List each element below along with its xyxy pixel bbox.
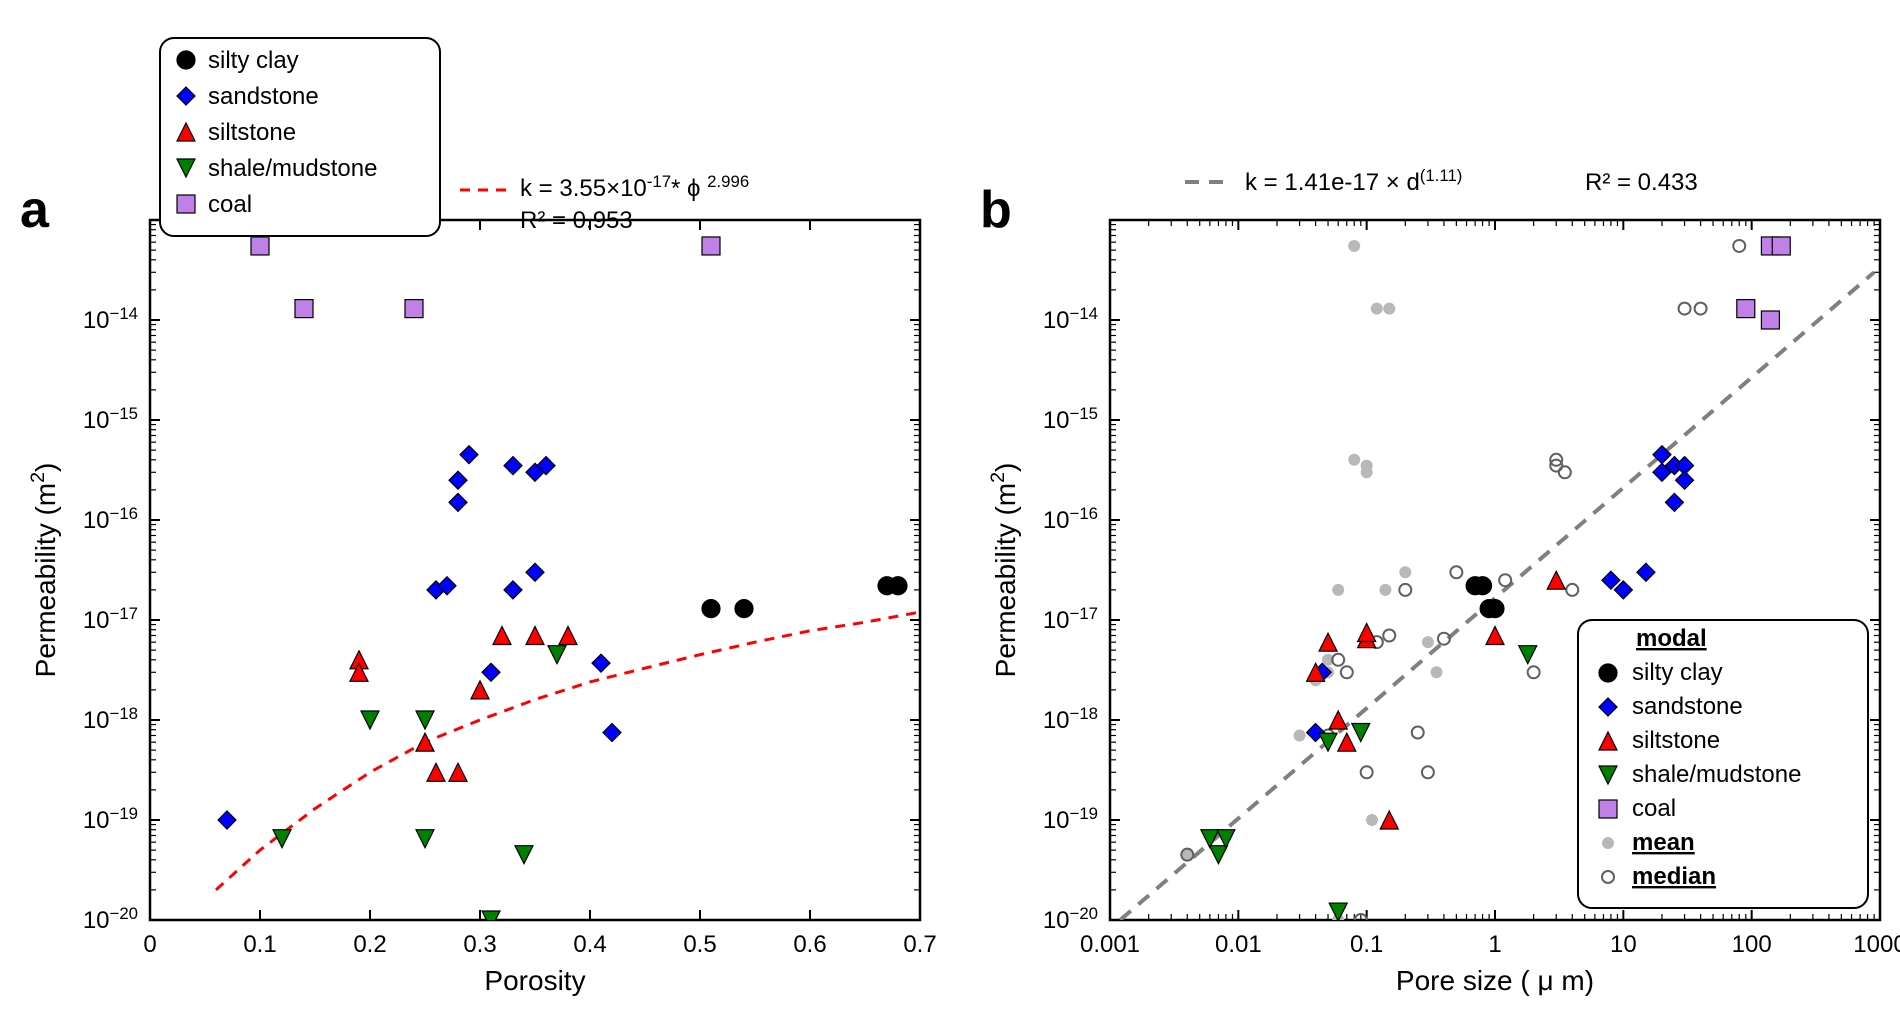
- svg-text:siltstone: siltstone: [208, 119, 296, 146]
- svg-text:10−16: 10−16: [1043, 504, 1098, 535]
- panel-b-label: b: [980, 180, 1012, 240]
- svg-text:10−19: 10−19: [83, 804, 138, 835]
- panel-a-svg: 0 0.1 0.2 0.3 0.4 0.5 0.6 0.7 10−20 10−19 10−18 10−…: [20, 20, 940, 1000]
- svg-text:Permeability (m2): Permeability (m2): [27, 463, 61, 678]
- svg-text:Permeability (m2): Permeability (m2): [987, 463, 1021, 678]
- svg-text:1: 1: [1488, 931, 1501, 958]
- svg-text:Pore size ( μ m): Pore size ( μ m): [1396, 965, 1594, 996]
- svg-text:10−14: 10−14: [1043, 304, 1098, 335]
- svg-text:0.1: 0.1: [1350, 931, 1383, 958]
- svg-text:silty clay: silty clay: [208, 47, 299, 74]
- svg-text:10: 10: [1610, 931, 1637, 958]
- svg-text:siltstone: siltstone: [1632, 727, 1720, 754]
- svg-text:0.5: 0.5: [683, 931, 716, 958]
- svg-text:10−17: 10−17: [83, 604, 138, 635]
- svg-text:0.01: 0.01: [1215, 931, 1262, 958]
- svg-text:10−17: 10−17: [1043, 604, 1098, 635]
- svg-text:100: 100: [1732, 931, 1772, 958]
- svg-text:10−14: 10−14: [83, 304, 138, 335]
- svg-text:sandstone: sandstone: [208, 83, 319, 110]
- svg-text:shale/mudstone: shale/mudstone: [208, 155, 377, 182]
- svg-text:10−15: 10−15: [1043, 404, 1098, 435]
- svg-text:R² = 0.953: R² = 0.953: [520, 207, 633, 234]
- svg-text:shale/mudstone: shale/mudstone: [1632, 761, 1801, 788]
- svg-text:0.1: 0.1: [243, 931, 276, 958]
- svg-text:silty clay: silty clay: [1632, 659, 1723, 686]
- svg-text:0.7: 0.7: [903, 931, 936, 958]
- svg-text:0.3: 0.3: [463, 931, 496, 958]
- svg-text:median: median: [1632, 863, 1716, 890]
- panel-b: b 0.001 0.01 0.1 1 10 100 1000 10−20 10−19 10−18 1…: [980, 20, 1900, 1000]
- svg-text:10−20: 10−20: [1043, 904, 1098, 935]
- svg-text:Porosity: Porosity: [484, 965, 585, 996]
- svg-text:10−15: 10−15: [83, 404, 138, 435]
- svg-text:R² = 0.433: R² = 0.433: [1585, 169, 1698, 196]
- svg-text:10−18: 10−18: [1043, 704, 1098, 735]
- panel-b-svg: 0.001 0.01 0.1 1 10 100 1000 10−20 10−19 10−18 10−…: [980, 20, 1900, 1000]
- panel-a-label: a: [20, 180, 49, 240]
- svg-text:coal: coal: [208, 191, 252, 218]
- svg-text:10−16: 10−16: [83, 504, 138, 535]
- svg-text:sandstone: sandstone: [1632, 693, 1743, 720]
- svg-text:0.6: 0.6: [793, 931, 826, 958]
- svg-text:0.001: 0.001: [1080, 931, 1140, 958]
- svg-text:0: 0: [143, 931, 156, 958]
- svg-text:mean: mean: [1632, 829, 1695, 856]
- svg-text:coal: coal: [1632, 795, 1676, 822]
- svg-text:k = 3.55×10-17* ϕ 2.996: k = 3.55×10-17* ϕ 2.996: [520, 172, 749, 203]
- svg-text:10−18: 10−18: [83, 704, 138, 735]
- svg-text:10−19: 10−19: [1043, 804, 1098, 835]
- svg-text:10−20: 10−20: [83, 904, 138, 935]
- svg-text:0.2: 0.2: [353, 931, 386, 958]
- svg-text:modal: modal: [1636, 625, 1707, 652]
- svg-text:k = 1.41e-17 × d(1.11): k = 1.41e-17 × d(1.11): [1245, 166, 1462, 197]
- panel-a: a 0 0.1 0.2 0.3 0.4 0.5 0.6 0.7 10−20 10−19 10−18 1…: [20, 20, 940, 1000]
- svg-text:0.4: 0.4: [573, 931, 606, 958]
- svg-text:1000: 1000: [1853, 931, 1900, 958]
